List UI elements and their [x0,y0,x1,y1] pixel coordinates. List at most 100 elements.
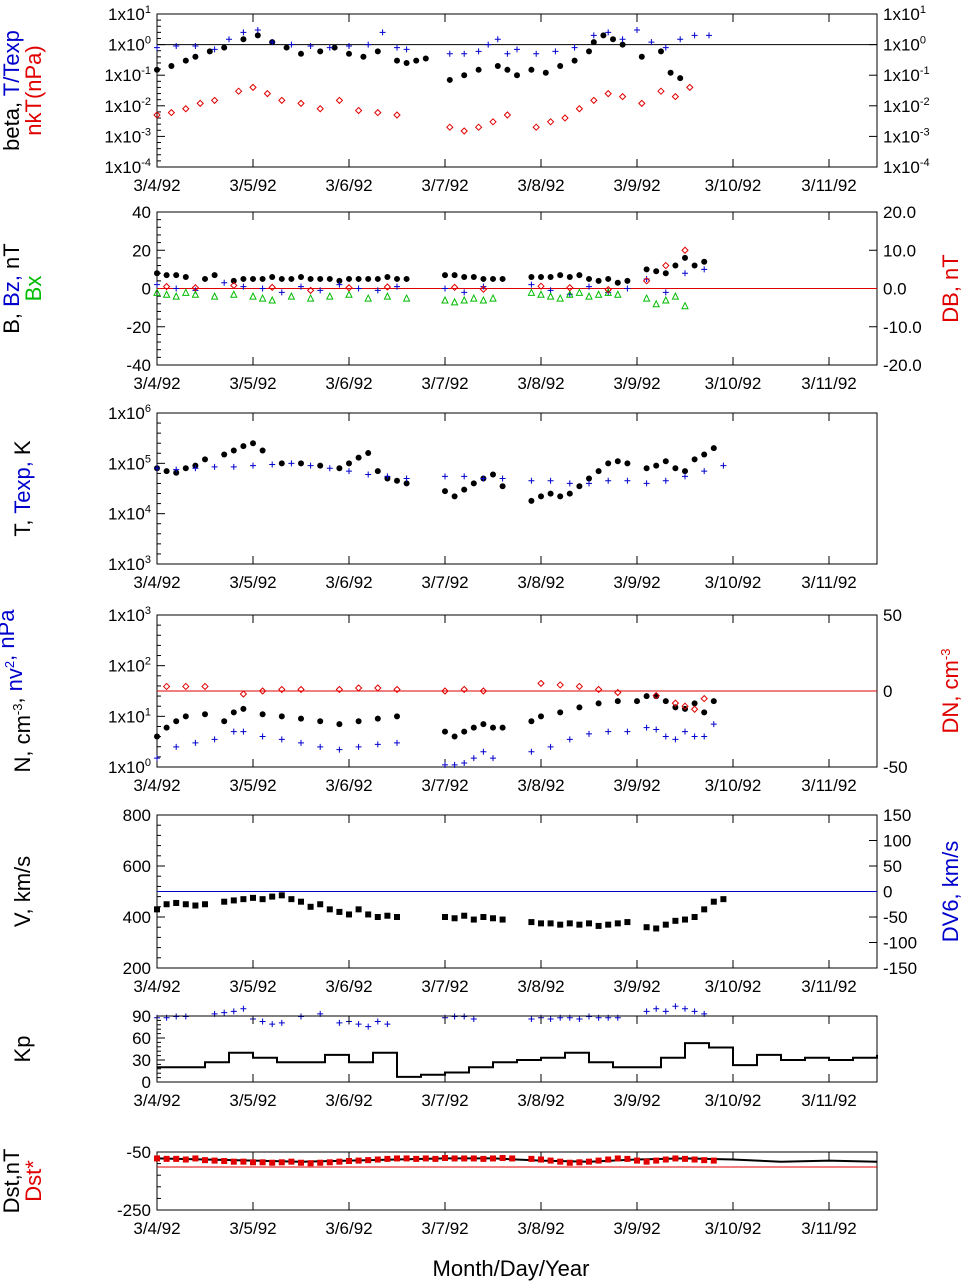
series-nv2 [154,721,717,768]
data-point [538,493,544,500]
data-point [681,301,689,310]
data-point [604,288,613,296]
y-tick-label: 0 [142,280,151,299]
data-point [240,443,247,450]
data-point [154,44,160,51]
data-point [298,50,304,57]
data-point [249,292,257,300]
data-point [154,906,160,913]
data-point [701,906,708,913]
data-point [172,292,181,300]
data-point [490,755,496,762]
data-point [192,902,199,909]
data-point [642,293,651,302]
data-point [446,76,453,83]
data-point [662,289,669,296]
data-point [590,39,597,46]
y-tick-label: 90 [132,1007,151,1026]
data-point [706,32,712,39]
x-tick-label: 3/8/92 [517,776,564,795]
y-tick-label: -50 [126,1143,151,1162]
data-point [355,743,362,750]
data-point [691,262,698,269]
data-point [374,48,381,55]
x-tick-label: 3/4/92 [133,1091,180,1110]
x-tick-label: 3/8/92 [517,374,564,393]
data-point [250,275,256,282]
data-point [331,44,338,51]
data-point [240,36,247,43]
data-point [682,254,688,261]
data-point [461,274,468,281]
data-point [307,1160,314,1167]
data-point [586,275,592,282]
data-point [614,279,621,286]
data-point [336,1019,343,1026]
data-point [259,447,266,454]
y-tick-label: 1x10-1 [104,65,151,85]
data-point [336,908,343,915]
data-point [250,462,256,469]
data-point [374,715,381,722]
data-point [461,473,468,480]
data-point [662,1156,669,1163]
x-tick-label: 3/11/92 [801,176,856,195]
data-point [446,50,453,57]
data-point [394,57,400,64]
data-point [595,277,602,284]
data-point [365,471,372,478]
data-point [658,48,664,55]
plot-frame [156,1015,878,1083]
data-point [701,1157,708,1164]
data-point [259,275,266,282]
data-point [460,685,468,694]
data-point [605,477,612,484]
y-tick-label: 1x10-3 [104,126,151,146]
data-point [642,277,651,285]
data-point [239,690,248,698]
x-tick-label: 3/11/92 [801,374,856,393]
data-point [182,274,189,281]
data-point [528,497,535,504]
data-point [557,62,564,69]
data-point [336,746,343,753]
data-point [240,283,247,290]
data-point [499,916,506,923]
data-point [528,919,535,926]
data-point [470,1155,477,1162]
x-tick-label: 3/5/92 [229,1091,276,1110]
data-point [201,682,209,691]
data-point [288,1158,295,1165]
data-point [384,473,391,480]
data-point [384,1021,391,1028]
data-point [681,246,689,254]
data-point [461,486,468,493]
data-point [355,718,362,725]
data-point [221,718,228,725]
data-point [162,282,171,291]
data-point [475,48,482,55]
data-point [230,447,237,454]
data-point [552,48,559,55]
data-point [317,48,324,55]
data-point [480,1155,487,1162]
data-point [586,730,592,737]
data-point [652,691,660,700]
x-tick-label: 3/8/92 [517,176,564,195]
data-point [461,912,468,919]
data-point [475,66,482,73]
data-point [494,62,501,69]
data-point [394,283,400,290]
data-point [211,463,218,470]
data-point [211,46,218,53]
data-point [671,292,680,300]
data-point [701,266,708,273]
data-point [662,921,669,928]
x-tick-label: 3/9/92 [613,176,660,195]
data-point [154,755,160,762]
data-point [682,468,688,475]
data-point [182,713,189,720]
data-point [374,684,382,692]
data-point [202,456,208,463]
y-right-tick-label: -100 [883,934,917,953]
